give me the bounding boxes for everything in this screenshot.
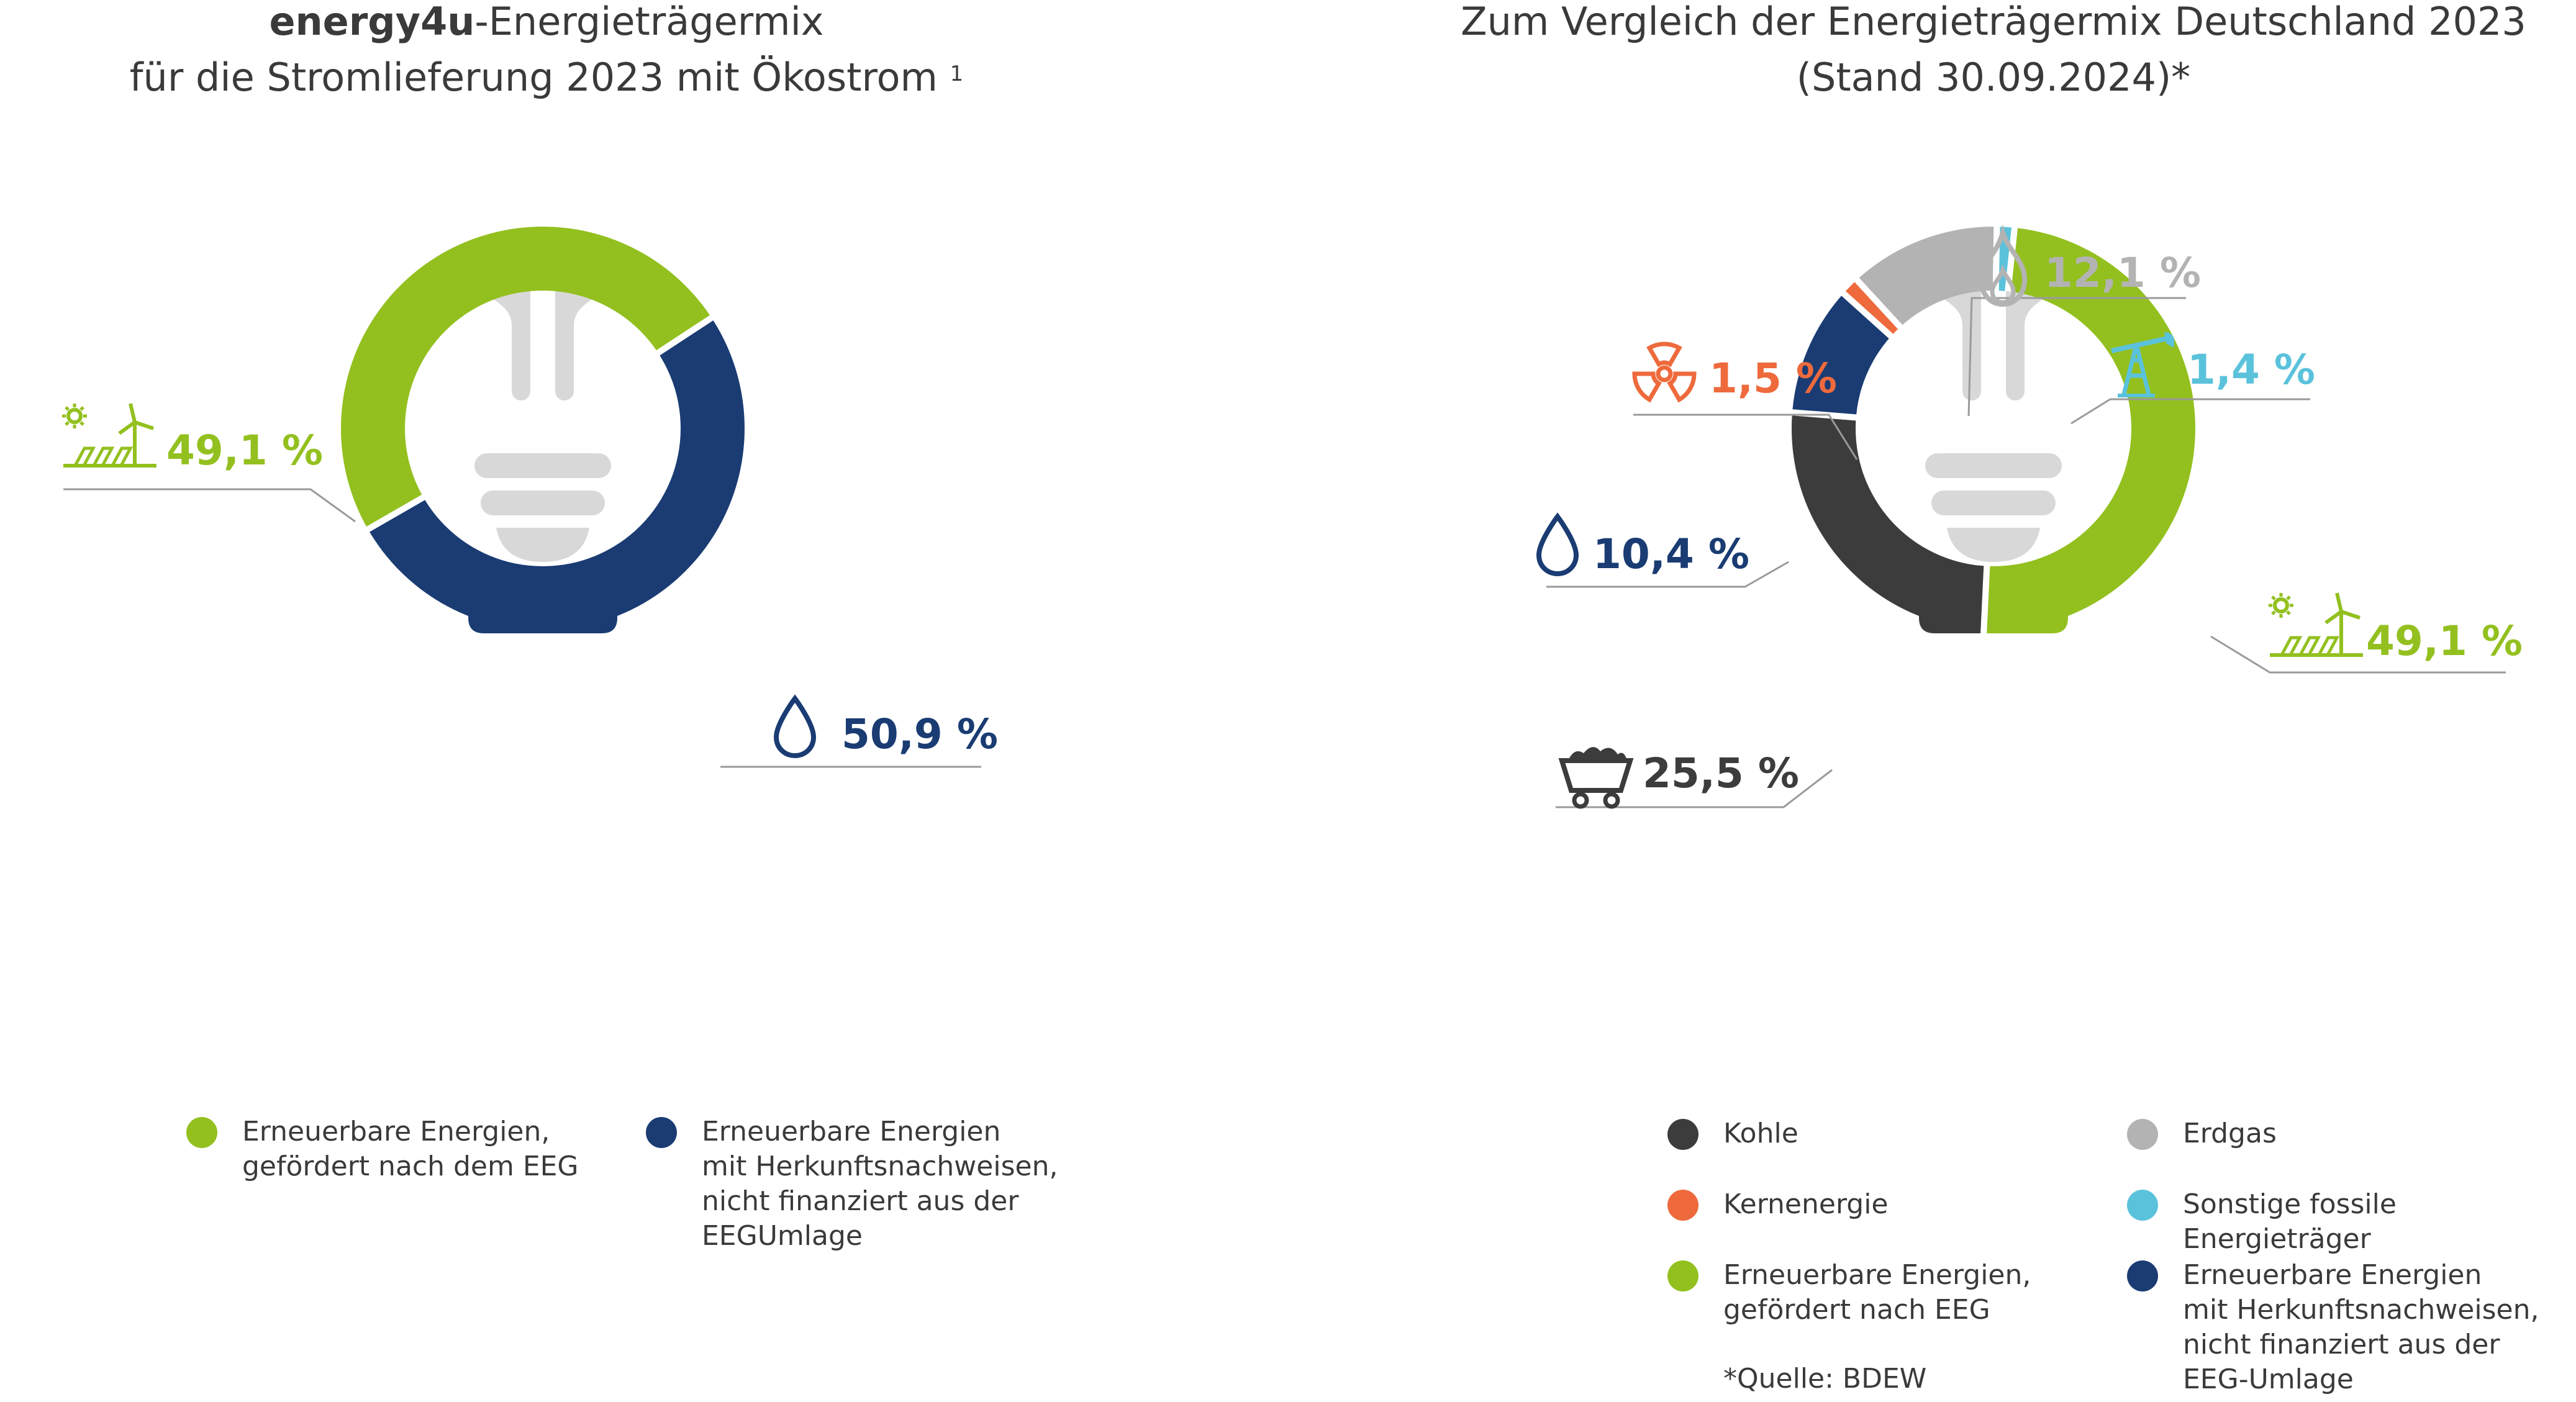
callout: 49,1 % (62, 403, 356, 523)
left-legend: Erneuerbare Energien, gefördert nach dem… (186, 1115, 1118, 1276)
pie-slice (1791, 390, 1997, 633)
pie-slice (340, 227, 745, 633)
leader-line (1546, 561, 1789, 588)
callout: 1,5 % (1632, 341, 1858, 460)
leader-line (2210, 635, 2506, 674)
right-title-line2: (Stand 30.09.2024)* (1796, 55, 2191, 100)
data-label: 25,5 % (1643, 749, 1799, 797)
data-label: 49,1 % (166, 427, 323, 474)
right-legend-item-kohle: Kohle (1667, 1116, 1798, 1151)
radiation-icon (1632, 341, 1697, 403)
legend-label: Erneuerbare Energien mit Herkunftsnachwe… (702, 1116, 1058, 1252)
leader-line (63, 488, 356, 523)
legend-label: Sonstige fossile Energieträger (2183, 1188, 2397, 1255)
left-legend-item-hkn: Erneuerbare Energien mit Herkunftsnachwe… (646, 1115, 1058, 1254)
data-label: 12,1 % (2044, 249, 2201, 297)
legend-dot (1667, 1119, 1698, 1150)
right-legend-item-eeg: Erneuerbare Energien, gefördert nach EEG (1667, 1258, 2031, 1327)
leader-line (1633, 414, 1858, 460)
data-label: 49,1 % (2366, 617, 2523, 665)
pie-slice (340, 227, 745, 633)
water-drop-icon (773, 694, 817, 759)
right-legend-item-sonstige: Sonstige fossile Energieträger (2127, 1187, 2574, 1257)
legend-dot (2127, 1119, 2158, 1150)
callout: 50,9 % (720, 694, 998, 768)
callout: 49,1 % (2210, 592, 2523, 674)
oil-pump-icon (2111, 332, 2174, 397)
data-label: 50,9 % (841, 710, 998, 758)
legend-dot (2127, 1260, 2158, 1291)
pie-slice (1791, 227, 2003, 433)
leader-line (1967, 297, 2186, 417)
legend-label: Erneuerbare Energien, gefördert nach dem… (242, 1116, 579, 1182)
legend-dot (2127, 1190, 2158, 1221)
legend-dot (646, 1117, 677, 1148)
flame-icon (1978, 224, 2028, 307)
left-title-rest: -Energieträgermix (474, 0, 824, 44)
pie-slice (1791, 227, 2004, 436)
right-legend-item-erdgas: Erdgas (2127, 1116, 2277, 1151)
left-lightbulb-chart (340, 227, 745, 633)
left-title-line2: für die Stromlieferung 2023 mit Ökostrom (129, 55, 938, 100)
leader-line (1556, 769, 1833, 808)
water-drop-icon (1536, 512, 1579, 577)
legend-label: Erneuerbare Energien, gefördert nach EEG (1723, 1259, 2031, 1326)
callout: 25,5 % (1556, 747, 1833, 809)
legend-label: Erdgas (2183, 1118, 2277, 1149)
right-chart-title: Zum Vergleich der Energieträgermix Deuts… (1397, 0, 2576, 106)
left-chart-title: energy4u-Energieträgermix für die Stroml… (0, 0, 1093, 106)
legend-label: Kernenergie (1723, 1188, 1889, 1220)
leader-line (2070, 398, 2310, 425)
data-label: 1,5 % (1709, 355, 1837, 402)
right-title-line1: Zum Vergleich der Energieträgermix Deuts… (1461, 0, 2526, 44)
data-label: 10,4 % (1593, 530, 1749, 578)
right-legend-item-kernenergie: Kernenergie (1667, 1187, 1889, 1222)
legend-dot (1667, 1190, 1698, 1221)
callout: 1,4 % (2070, 332, 2315, 425)
pie-slice (1969, 227, 2195, 633)
pie-slice (1990, 227, 2043, 429)
callout: 12,1 % (1967, 224, 2201, 417)
left-title-footnote-mark: 1 (950, 61, 964, 86)
left-legend-item-eeg: Erneuerbare Energien, gefördert nach dem… (186, 1115, 579, 1184)
coal-cart-icon (1558, 747, 1634, 809)
legend-label: Erneuerbare Energien mit Herkunftsnachwe… (2183, 1259, 2539, 1395)
left-title-brand: energy4u (269, 0, 475, 44)
source-note: *Quelle: BDEW (1723, 1363, 1927, 1395)
solar-wind-icon (62, 403, 156, 468)
legend-label: Kohle (1723, 1118, 1798, 1149)
legend-dot (186, 1117, 217, 1148)
legend-dot (1667, 1260, 1698, 1291)
right-legend: Kohle Erdgas Kernenergie Sonstige fossil… (1667, 1116, 2574, 1402)
callout: 10,4 % (1536, 512, 1789, 588)
solar-wind-icon (2269, 592, 2363, 657)
data-label: 1,4 % (2187, 346, 2315, 394)
right-legend-item-hkn: Erneuerbare Energien mit Herkunftsnachwe… (2127, 1258, 2539, 1397)
right-lightbulb-chart (1791, 227, 2195, 633)
